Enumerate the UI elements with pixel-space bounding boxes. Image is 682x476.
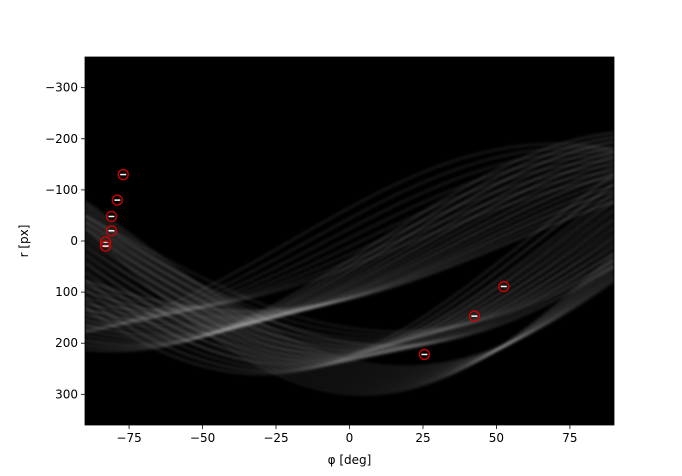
x-tick-label: −75 <box>116 431 141 445</box>
sinusoid-curve <box>85 232 614 344</box>
peak-marker <box>99 240 112 252</box>
x-tick-label: 0 <box>346 431 354 445</box>
y-tick-label: 200 <box>55 336 78 350</box>
hough-sinusoids <box>85 131 614 396</box>
peak-marker <box>418 348 431 361</box>
sinusoid-curve <box>85 220 614 337</box>
x-tick-label: −50 <box>190 431 215 445</box>
peak-marker <box>105 225 118 237</box>
sinusoid-curve <box>85 176 614 311</box>
x-axis: −75 −50 −25 0 25 50 75 <box>116 425 578 445</box>
heatmap-background <box>85 57 614 425</box>
peak-marker <box>498 280 510 293</box>
sinusoid-curve <box>85 142 614 334</box>
sinusoid-curve <box>85 214 614 333</box>
peak-markers <box>99 168 510 361</box>
x-tick-label: −25 <box>263 431 288 445</box>
sinusoid-curve <box>85 215 614 358</box>
peak-marker <box>111 194 124 206</box>
sinusoid-curve <box>85 199 614 369</box>
y-axis: −300 −200 −100 0 100 200 300 <box>45 81 85 401</box>
sinusoid-curve <box>85 169 614 316</box>
x-tick-label: 75 <box>562 431 577 445</box>
x-tick-label: 50 <box>489 431 504 445</box>
sinusoid-curve <box>85 166 614 331</box>
y-tick-label: −300 <box>45 81 78 95</box>
peak-marker <box>117 168 129 181</box>
y-axis-label: r [px] <box>17 225 31 258</box>
x-axis-label: φ [deg] <box>328 453 372 467</box>
y-tick-label: 0 <box>70 234 78 248</box>
x-tick-label: 25 <box>415 431 430 445</box>
sinusoid-curve <box>85 226 614 341</box>
peak-marker <box>468 310 481 322</box>
y-tick-label: 100 <box>55 285 78 299</box>
y-tick-label: 300 <box>55 387 78 401</box>
sinusoid-curve <box>85 164 614 320</box>
peak-marker <box>105 210 118 223</box>
sinusoid-curve <box>85 232 614 351</box>
peak-marker <box>99 236 112 248</box>
y-tick-label: −200 <box>45 132 78 146</box>
plot-area <box>85 57 614 425</box>
y-tick-label: −100 <box>45 183 78 197</box>
sinusoid-curve <box>85 239 614 348</box>
